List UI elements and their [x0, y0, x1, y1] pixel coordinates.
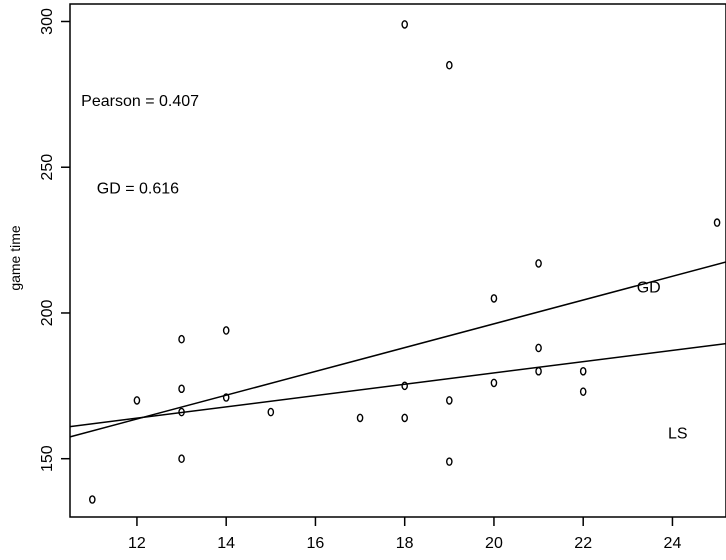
x-tick-label: 22 [574, 535, 592, 552]
data-point [535, 259, 542, 268]
data-point [133, 396, 141, 405]
data-point [222, 393, 230, 402]
data-point [579, 366, 587, 376]
data-point [222, 326, 230, 335]
x-tick-label: 14 [217, 535, 235, 552]
data-point [446, 396, 453, 405]
fit-line-gd [69, 261, 726, 438]
x-tick-label: 20 [485, 535, 503, 552]
data-point [178, 407, 185, 417]
x-tick-label: 18 [396, 535, 414, 552]
x-tick-label: 24 [664, 535, 682, 552]
fit-line-ls [69, 342, 726, 428]
gd-annotation: GD = 0.616 [97, 181, 179, 198]
data-point [178, 454, 185, 464]
data-point [267, 407, 275, 417]
data-point [446, 60, 453, 70]
data-point [178, 334, 185, 344]
data-point [401, 20, 408, 29]
data-point [490, 378, 498, 388]
line-label-gd: GD [637, 280, 661, 297]
y-tick-label: 300 [39, 8, 56, 35]
line-label-ls: LS [668, 425, 688, 442]
data-point [579, 387, 587, 396]
data-point [713, 218, 721, 227]
plot-frame [69, 3, 726, 518]
y-axis-title: game time [7, 225, 23, 291]
data-point [446, 457, 453, 466]
data-point [401, 413, 408, 423]
data-point [178, 384, 185, 394]
data-point [89, 495, 96, 504]
data-point [535, 366, 542, 376]
data-point [401, 381, 408, 391]
data-point [490, 294, 498, 303]
pearson-annotation: Pearson = 0.407 [81, 93, 199, 110]
x-tick-label: 12 [128, 535, 146, 552]
data-point [535, 343, 542, 353]
y-tick-label: 200 [39, 300, 56, 327]
y-tick-label: 250 [39, 154, 56, 181]
y-tick-label: 150 [39, 445, 56, 472]
data-point [356, 413, 364, 423]
x-tick-label: 16 [307, 535, 325, 552]
